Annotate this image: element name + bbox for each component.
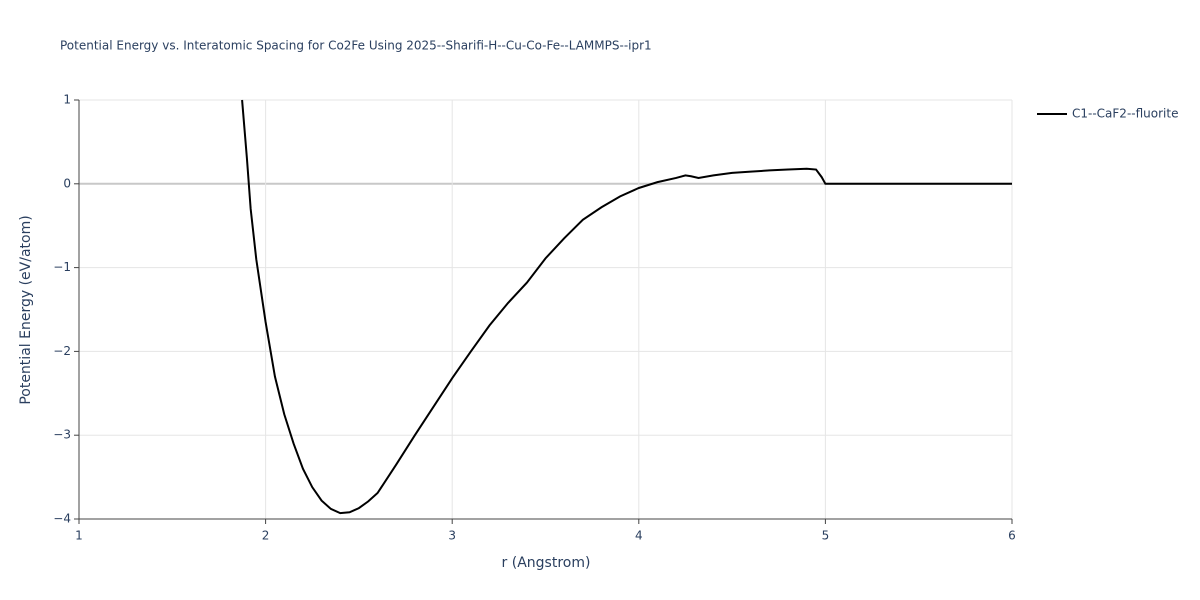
line-series: [241, 99, 1012, 515]
x-tick-label: 2: [262, 529, 270, 543]
x-tick-label: 1: [75, 529, 83, 543]
x-axis-label: r (Angstrom): [502, 555, 591, 571]
x-tick-label: 4: [635, 529, 643, 543]
chart-title: Potential Energy vs. Interatomic Spacing…: [60, 39, 652, 53]
y-tick-label: −1: [53, 260, 71, 274]
y-axis-label: Potential Energy (eV/atom): [18, 215, 34, 404]
y-tick-label: −3: [53, 428, 71, 442]
y-tick-label: −2: [53, 344, 71, 358]
x-tick-label: 3: [448, 529, 456, 543]
x-tick-label: 6: [1008, 529, 1016, 543]
x-tick-label: 5: [822, 529, 830, 543]
y-tick-label: 1: [63, 93, 71, 107]
y-tick-label: 0: [63, 176, 71, 190]
y-tick-label: −4: [53, 512, 71, 526]
legend-label: C1--CaF2--fluorite: [1072, 107, 1178, 121]
